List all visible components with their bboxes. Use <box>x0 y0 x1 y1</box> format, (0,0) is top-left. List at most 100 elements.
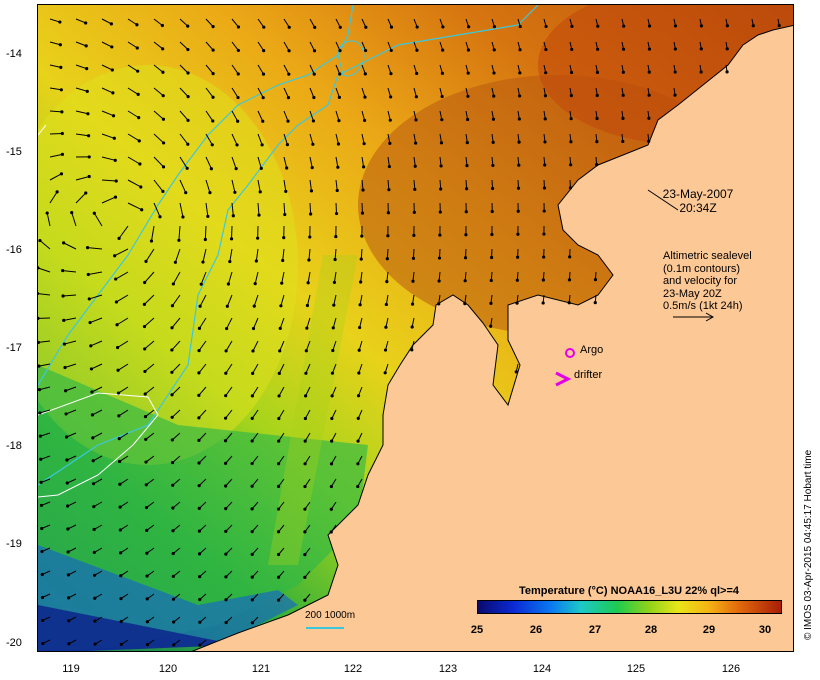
velocity-arrow-head <box>197 393 201 397</box>
velocity-arrow <box>144 317 155 327</box>
x-tick-label: 122 <box>343 663 363 675</box>
velocity-arrow <box>171 409 181 418</box>
velocity-arrow <box>257 18 265 28</box>
velocity-arrow-head <box>356 416 360 420</box>
velocity-arrow-head <box>515 278 519 282</box>
velocity-arrow-head <box>135 23 139 27</box>
velocity-arrow-head <box>116 391 121 395</box>
velocity-arrow <box>361 87 366 98</box>
velocity-arrow-head <box>303 439 307 443</box>
velocity-arrow-head <box>145 643 150 647</box>
velocity-arrow <box>75 41 87 47</box>
velocity-arrow <box>282 248 285 261</box>
velocity-arrow-head <box>198 575 202 579</box>
y-tick-label: -19 <box>6 538 22 550</box>
velocity-arrow-head <box>514 370 518 374</box>
velocity-arrow <box>38 293 51 296</box>
velocity-arrow-head <box>384 302 388 307</box>
velocity-arrow <box>251 409 259 419</box>
velocity-arrow-head <box>86 272 90 277</box>
velocity-arrow-head <box>236 72 240 76</box>
velocity-arrow-head <box>223 461 228 465</box>
velocity-arrow-head <box>362 118 367 123</box>
velocity-arrow-head <box>62 318 66 322</box>
velocity-arrow <box>387 179 390 190</box>
velocity-arrow-head <box>149 239 154 243</box>
velocity-arrow <box>63 294 77 297</box>
velocity-arrow-head <box>543 140 547 144</box>
velocity-arrow-head <box>567 278 572 282</box>
velocity-arrow <box>305 340 311 351</box>
velocity-arrow-head <box>45 211 49 215</box>
velocity-arrow-head <box>258 190 262 194</box>
velocity-arrow-head <box>388 141 392 145</box>
velocity-arrow-head <box>467 25 471 29</box>
velocity-arrow-head <box>229 237 234 241</box>
velocity-arrow-head <box>197 506 201 510</box>
velocity-arrow-head <box>413 187 417 191</box>
velocity-arrow <box>200 271 207 285</box>
velocity-arrow <box>39 409 51 414</box>
velocity-arrow-head <box>235 143 239 147</box>
velocity-arrow-head <box>87 174 91 179</box>
velocity-arrow <box>257 41 265 51</box>
velocity-arrow-head <box>199 282 203 286</box>
velocity-arrow <box>254 271 259 284</box>
velocity-arrow-head <box>197 326 202 330</box>
velocity-arrow <box>153 179 164 192</box>
velocity-arrow <box>179 87 189 97</box>
velocity-arrow <box>198 340 207 351</box>
velocity-arrow-head <box>647 70 651 74</box>
velocity-arrow <box>199 294 207 307</box>
velocity-arrow-head <box>236 95 240 100</box>
velocity-arrow <box>229 248 233 262</box>
velocity-arrow <box>179 133 189 145</box>
velocity-arrow-head <box>334 211 339 216</box>
velocity-arrow-head <box>309 189 314 193</box>
velocity-arrow <box>198 363 207 374</box>
velocity-arrow-head <box>62 241 66 245</box>
velocity-arrow-head <box>699 24 704 28</box>
altimetry-note-line: and velocity for <box>663 275 737 287</box>
depth-contour-1000m <box>337 40 365 77</box>
velocity-arrow <box>278 432 285 442</box>
velocity-arrow <box>144 340 155 350</box>
velocity-arrow-head <box>542 209 546 213</box>
velocity-arrow-head <box>170 393 174 397</box>
velocity-arrow-head <box>595 139 599 144</box>
velocity-arrow <box>361 179 364 191</box>
velocity-arrow-head <box>465 140 469 145</box>
velocity-arrows <box>38 18 781 647</box>
velocity-arrow <box>127 87 139 95</box>
velocity-arrow-head <box>211 95 215 99</box>
velocity-arrow-head <box>277 371 281 375</box>
velocity-arrow-head <box>386 234 390 238</box>
altimetry-note: Altimetric sealevel (0.1m contours) and … <box>663 250 752 313</box>
velocity-arrow-head <box>66 550 70 554</box>
velocity-arrow-head <box>144 483 148 487</box>
velocity-arrow-head <box>91 482 96 486</box>
velocity-arrow-head <box>58 43 62 47</box>
colorbar-tick: 27 <box>588 624 602 636</box>
velocity-arrow <box>335 87 340 98</box>
velocity-arrow-head <box>38 434 42 438</box>
velocity-arrow <box>257 202 260 216</box>
velocity-arrow <box>172 478 181 486</box>
velocity-arrow <box>360 248 363 260</box>
cool-water-patch <box>38 65 298 465</box>
velocity-arrow-head <box>93 619 97 623</box>
velocity-arrow-head <box>89 367 94 371</box>
velocity-arrow-head <box>250 598 254 602</box>
velocity-arrow-head <box>489 255 494 260</box>
velocity-arrow-head <box>61 294 65 298</box>
velocity-arrow-head <box>197 371 201 375</box>
velocity-arrow-head <box>308 235 312 239</box>
velocity-arrow <box>205 41 214 51</box>
x-tick-label: 123 <box>438 663 458 675</box>
velocity-arrow <box>117 363 129 371</box>
velocity-arrow-head <box>161 70 165 74</box>
velocity-arrow-head <box>172 620 176 624</box>
velocity-arrow <box>144 271 155 283</box>
velocity-arrow-head <box>160 23 164 28</box>
velocity-arrow-head <box>280 281 284 285</box>
